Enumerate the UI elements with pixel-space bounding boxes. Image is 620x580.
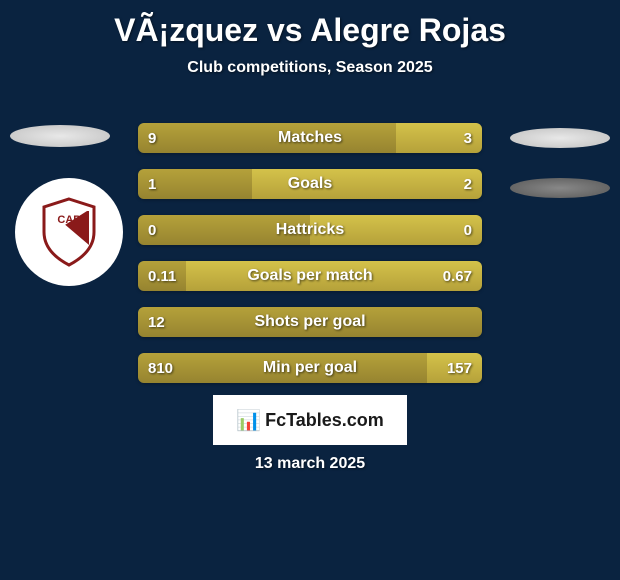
subtitle: Club competitions, Season 2025 [0,59,620,77]
player-right-badge-2 [510,178,610,198]
stat-right-value: 0.67 [443,261,472,291]
chart-icon: 📊 [236,408,261,433]
stat-row-hattricks: 0 Hattricks 0 [138,215,482,245]
stat-label: Hattricks [138,215,482,245]
team-logo-left: CAP [15,178,123,286]
stat-right-value: 2 [464,169,472,199]
stat-label: Goals per match [138,261,482,291]
stat-label: Matches [138,123,482,153]
stat-right-value: 0 [464,215,472,245]
stat-right-value: 3 [464,123,472,153]
stat-right-value: 157 [447,353,472,383]
stat-label: Goals [138,169,482,199]
stat-label: Min per goal [138,353,482,383]
date-label: 13 march 2025 [0,455,620,473]
comparison-title: VÃ¡zquez vs Alegre Rojas [0,0,620,49]
stat-row-mpg: 810 Min per goal 157 [138,353,482,383]
player-left-badge [10,125,110,147]
source-logo: 📊 FcTables.com [213,395,407,445]
stat-row-matches: 9 Matches 3 [138,123,482,153]
stat-label: Shots per goal [138,307,482,337]
player-right-badge-1 [510,128,610,148]
svg-text:CAP: CAP [57,214,80,226]
stat-row-gpm: 0.11 Goals per match 0.67 [138,261,482,291]
logo-text: 📊 FcTables.com [236,408,384,433]
stats-bars: 9 Matches 3 1 Goals 2 0 Hattricks 0 0.11… [138,123,482,399]
stat-row-goals: 1 Goals 2 [138,169,482,199]
shield-icon: CAP [39,197,99,267]
stat-row-spg: 12 Shots per goal [138,307,482,337]
logo-label: FcTables.com [265,410,384,431]
